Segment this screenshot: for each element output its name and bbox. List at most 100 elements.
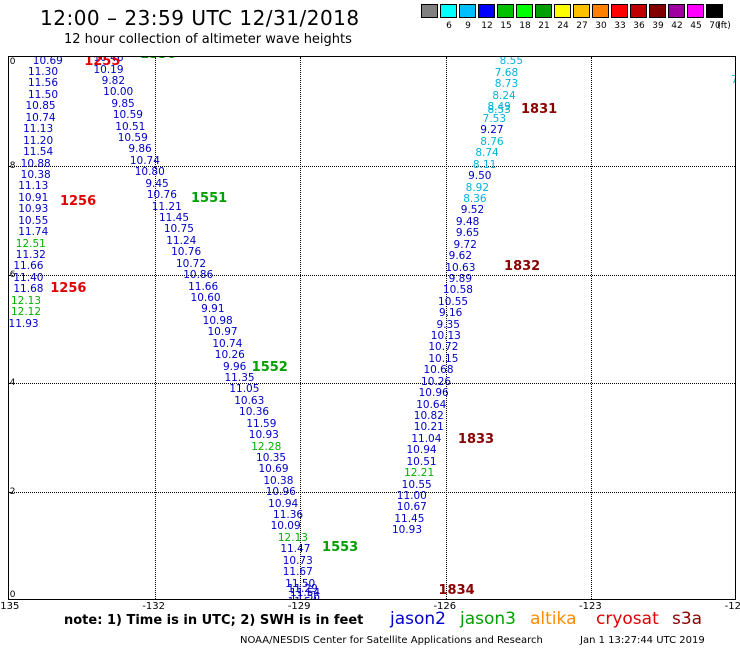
wave-height-observation: 10.55 (438, 295, 469, 308)
wave-height-observation: 11.56 (27, 77, 58, 90)
wave-height-observation: 8.11 (472, 158, 497, 171)
colorbar-tick-label: 45 (690, 21, 702, 31)
wave-height-observation: 10.72 (175, 257, 207, 270)
wave-height-observation: 10.76 (171, 246, 202, 259)
wave-height-observation: 10.55 (401, 478, 432, 491)
wave-height-observation: 9.45 (145, 177, 169, 190)
wave-height-observation: 9.82 (101, 74, 126, 87)
wave-height-observation: 10.85 (25, 99, 56, 112)
wave-height-observation: 10.97 (207, 326, 238, 339)
longitude-gridline (154, 57, 156, 599)
latitude-gridline (9, 274, 735, 276)
wave-height-observation: 11.32 (15, 249, 46, 262)
wave-height-observation: 9.72 (453, 238, 477, 251)
wave-height-observation: 10.09 (270, 520, 301, 533)
wave-height-observation: 10.74 (212, 337, 243, 350)
colorbar-swatch (687, 4, 704, 18)
wave-height-observation: 10.74 (129, 154, 160, 167)
wave-height-observation: 9.52 (460, 204, 485, 217)
wave-height-observation: 8.76 (480, 135, 504, 148)
wave-height-observation: 10.13 (430, 330, 461, 343)
colorbar-tick-label: 36 (633, 21, 645, 31)
pass-time-label: 1834 (438, 583, 475, 599)
wave-height-observation: 11.54 (23, 146, 54, 159)
wave-height-observation: 10.80 (134, 166, 165, 179)
colorbar-tick-label: 21 (538, 21, 550, 31)
wave-height-observation: 10.93 (391, 524, 422, 537)
wave-height-observation: 10.76 (146, 189, 177, 202)
pass-time-label: 1831 (521, 102, 558, 118)
pass-time-label: 1551 (191, 191, 228, 207)
wave-height-observation: 10.60 (190, 291, 221, 304)
wave-height-observation: 10.72 (428, 341, 459, 354)
wave-height-observation: 9.48 (455, 215, 480, 228)
wave-height-observation: 10.73 (282, 554, 313, 567)
wave-height-observation: 11.54 (290, 586, 321, 599)
wave-height-observation: 10.88 (20, 157, 51, 170)
map-subtitle: 12 hour collection of altimeter wave hei… (64, 32, 352, 47)
wave-height-observation: 10.55 (18, 214, 49, 227)
wave-height-observation: 11.67 (282, 566, 313, 579)
credit-line: NOAA/NESDIS Center for Satellite Applica… (240, 635, 543, 646)
wave-height-observation: 8.36 (463, 192, 487, 205)
latitude-gridline (9, 492, 735, 494)
wave-height-observation: 8.92 (465, 181, 490, 194)
wave-height-observation: 8.24 (492, 89, 516, 102)
wave-height-observation: 11.05 (229, 383, 260, 396)
wave-height-observation: 10.58 (442, 284, 473, 297)
wave-height-observation: 11.50 (27, 88, 58, 101)
latitude-label: 20 (9, 57, 16, 67)
longitude-label: -132 (142, 601, 165, 612)
colorbar-swatch (421, 4, 438, 18)
wave-height-observation: 12.13 (10, 294, 42, 307)
wave-height-observation: 11.74 (18, 226, 49, 239)
wave-height-observation: 10.26 (421, 375, 452, 388)
wave-height-observation: 11.66 (188, 280, 219, 293)
wave-height-observation: 9.16 (438, 307, 463, 320)
wave-height-observation: 9.96 (222, 360, 247, 373)
wave-height-observation: 10.51 (115, 120, 146, 133)
longitude-gridline (445, 57, 447, 599)
colorbar-swatch (516, 4, 533, 18)
wave-height-observation: 11.35 (224, 371, 255, 384)
colorbar-tick-label: 33 (614, 21, 626, 31)
colorbar-unit-label: (ft) (717, 21, 731, 31)
legend-altika: altika (530, 609, 577, 629)
generated-timestamp: Jan 1 13:27:44 UTC 2019 (580, 635, 705, 646)
wave-height-observation: 11.59 (246, 417, 277, 430)
wave-height-observation: 10.35 (256, 451, 287, 464)
wave-height-observation: 12.12 (10, 306, 42, 319)
colorbar-tick-label: 24 (557, 21, 569, 31)
wave-height-observation: 11.54 (288, 597, 318, 599)
wave-height-observation: 9.89 (448, 272, 473, 285)
wave-height-observation: 8.73 (494, 78, 519, 91)
colorbar-tick-label: 42 (671, 21, 683, 31)
colorbar-swatch (459, 4, 476, 18)
pass-time-label: 1833 (457, 431, 495, 447)
wave-height-observation: 10.69 (258, 463, 289, 476)
latitude-label: 18 (9, 160, 16, 171)
pass-time-label: 1832 (504, 259, 541, 275)
colorbar-tick-label: 15 (500, 21, 512, 31)
colorbar-swatch (668, 4, 685, 18)
colorbar-swatch (630, 4, 647, 18)
legend-s3a: s3a (672, 609, 703, 629)
longitude-label: -126 (433, 601, 457, 612)
wave-height-observation: 12.13 (277, 531, 308, 544)
wave-height-observation: 10.59 (117, 132, 148, 145)
wave-height-observation: 11.66 (13, 260, 44, 273)
wave-height-observation: 10.94 (406, 444, 437, 457)
wave-height-observation: 10.68 (423, 364, 454, 377)
wave-height-observation: 11.21 (151, 200, 182, 213)
wave-height-observation: 12.28 (251, 440, 282, 453)
wave-height-observation: 10.82 (413, 410, 444, 423)
wave-height-observation: 12.51 (15, 237, 46, 250)
wave-height-observation: 9.50 (468, 170, 492, 183)
wave-height-observation: 10.63 (445, 261, 476, 274)
colorbar-swatch (573, 4, 590, 18)
latitude-label: 10 (9, 590, 16, 600)
wave-height-observation: 10.69 (32, 56, 63, 68)
wave-height-observation: 10.00 (103, 86, 134, 99)
colorbar-tick-label: 30 (595, 21, 607, 31)
wave-height-observation: 11.30 (27, 65, 58, 78)
